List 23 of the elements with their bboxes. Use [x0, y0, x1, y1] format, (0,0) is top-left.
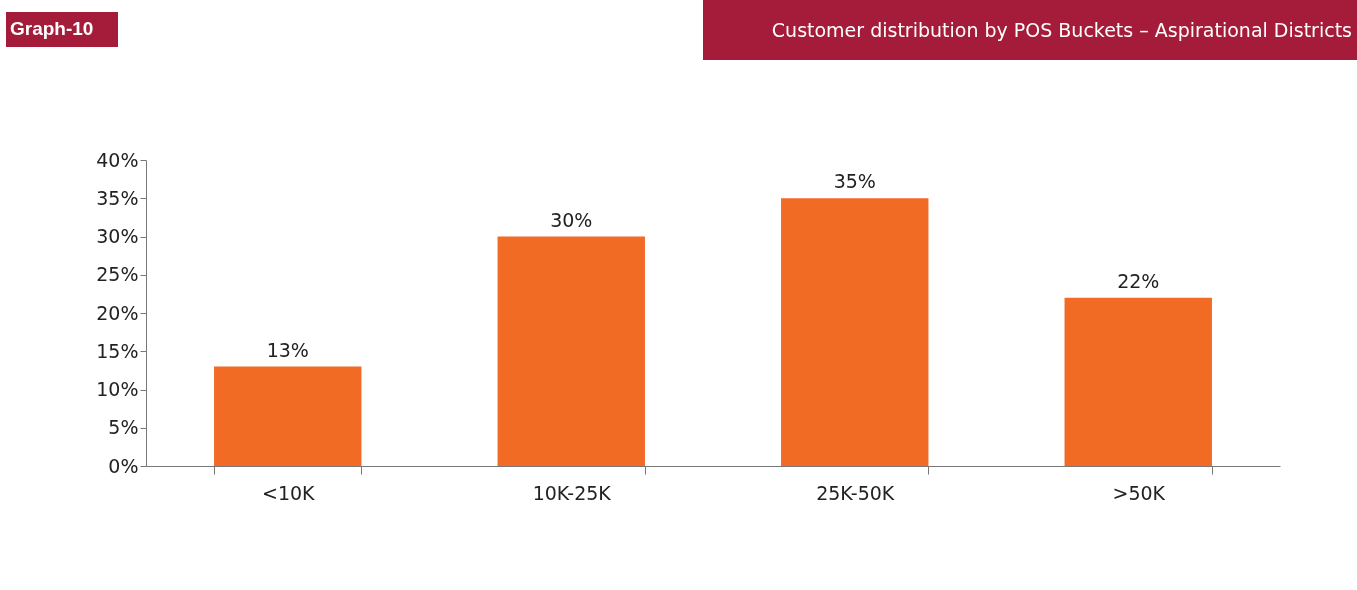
x-tick-label: 25K-50K — [816, 481, 895, 504]
x-tick-label: >50K — [1112, 481, 1166, 504]
bar — [214, 366, 362, 466]
data-label: 35% — [833, 170, 876, 193]
y-tick-label: 10% — [96, 378, 139, 400]
bar — [781, 198, 929, 466]
y-tick-label: 30% — [96, 225, 139, 247]
text: Graph-10 — [10, 18, 94, 39]
y-tick-label: 35% — [96, 186, 139, 209]
data-label: 30% — [550, 208, 593, 231]
bar — [1064, 297, 1212, 466]
y-tick-label: 40% — [96, 148, 139, 171]
y-tick-label: 0% — [108, 454, 139, 477]
y-tick-label: 5% — [108, 416, 139, 439]
y-tick-label: 15% — [96, 339, 139, 362]
bar — [497, 236, 645, 466]
x-tick-label: <10K — [261, 481, 316, 504]
data-label: 22% — [1117, 269, 1160, 292]
x-tick-label: 10K-25K — [532, 481, 612, 504]
y-tick-label: 20% — [96, 301, 139, 324]
data-label: 13% — [266, 338, 309, 361]
chart-title: Customer distribution by POS Buckets – Aspirational Districts — [771, 19, 1352, 41]
y-tick-label: 25% — [96, 263, 139, 286]
